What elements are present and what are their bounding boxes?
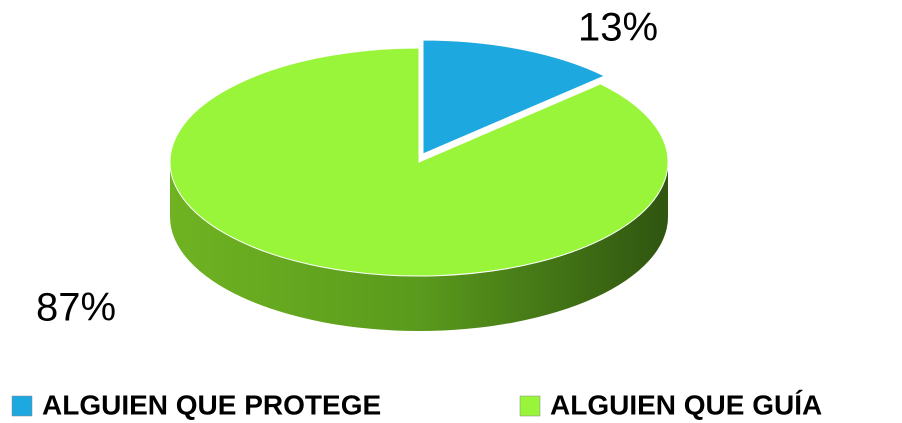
- legend-swatch: [519, 395, 541, 417]
- legend-label: ALGUIEN QUE PROTEGE: [42, 389, 381, 420]
- pie-side: [170, 162, 668, 331]
- legend-label: ALGUIEN QUE GUÍA: [550, 389, 822, 420]
- pie-slice: [422, 39, 606, 155]
- legend-swatch: [11, 395, 33, 417]
- pie-slice: [169, 47, 669, 277]
- value-label: 13%: [578, 6, 658, 50]
- value-label: 87%: [36, 286, 116, 330]
